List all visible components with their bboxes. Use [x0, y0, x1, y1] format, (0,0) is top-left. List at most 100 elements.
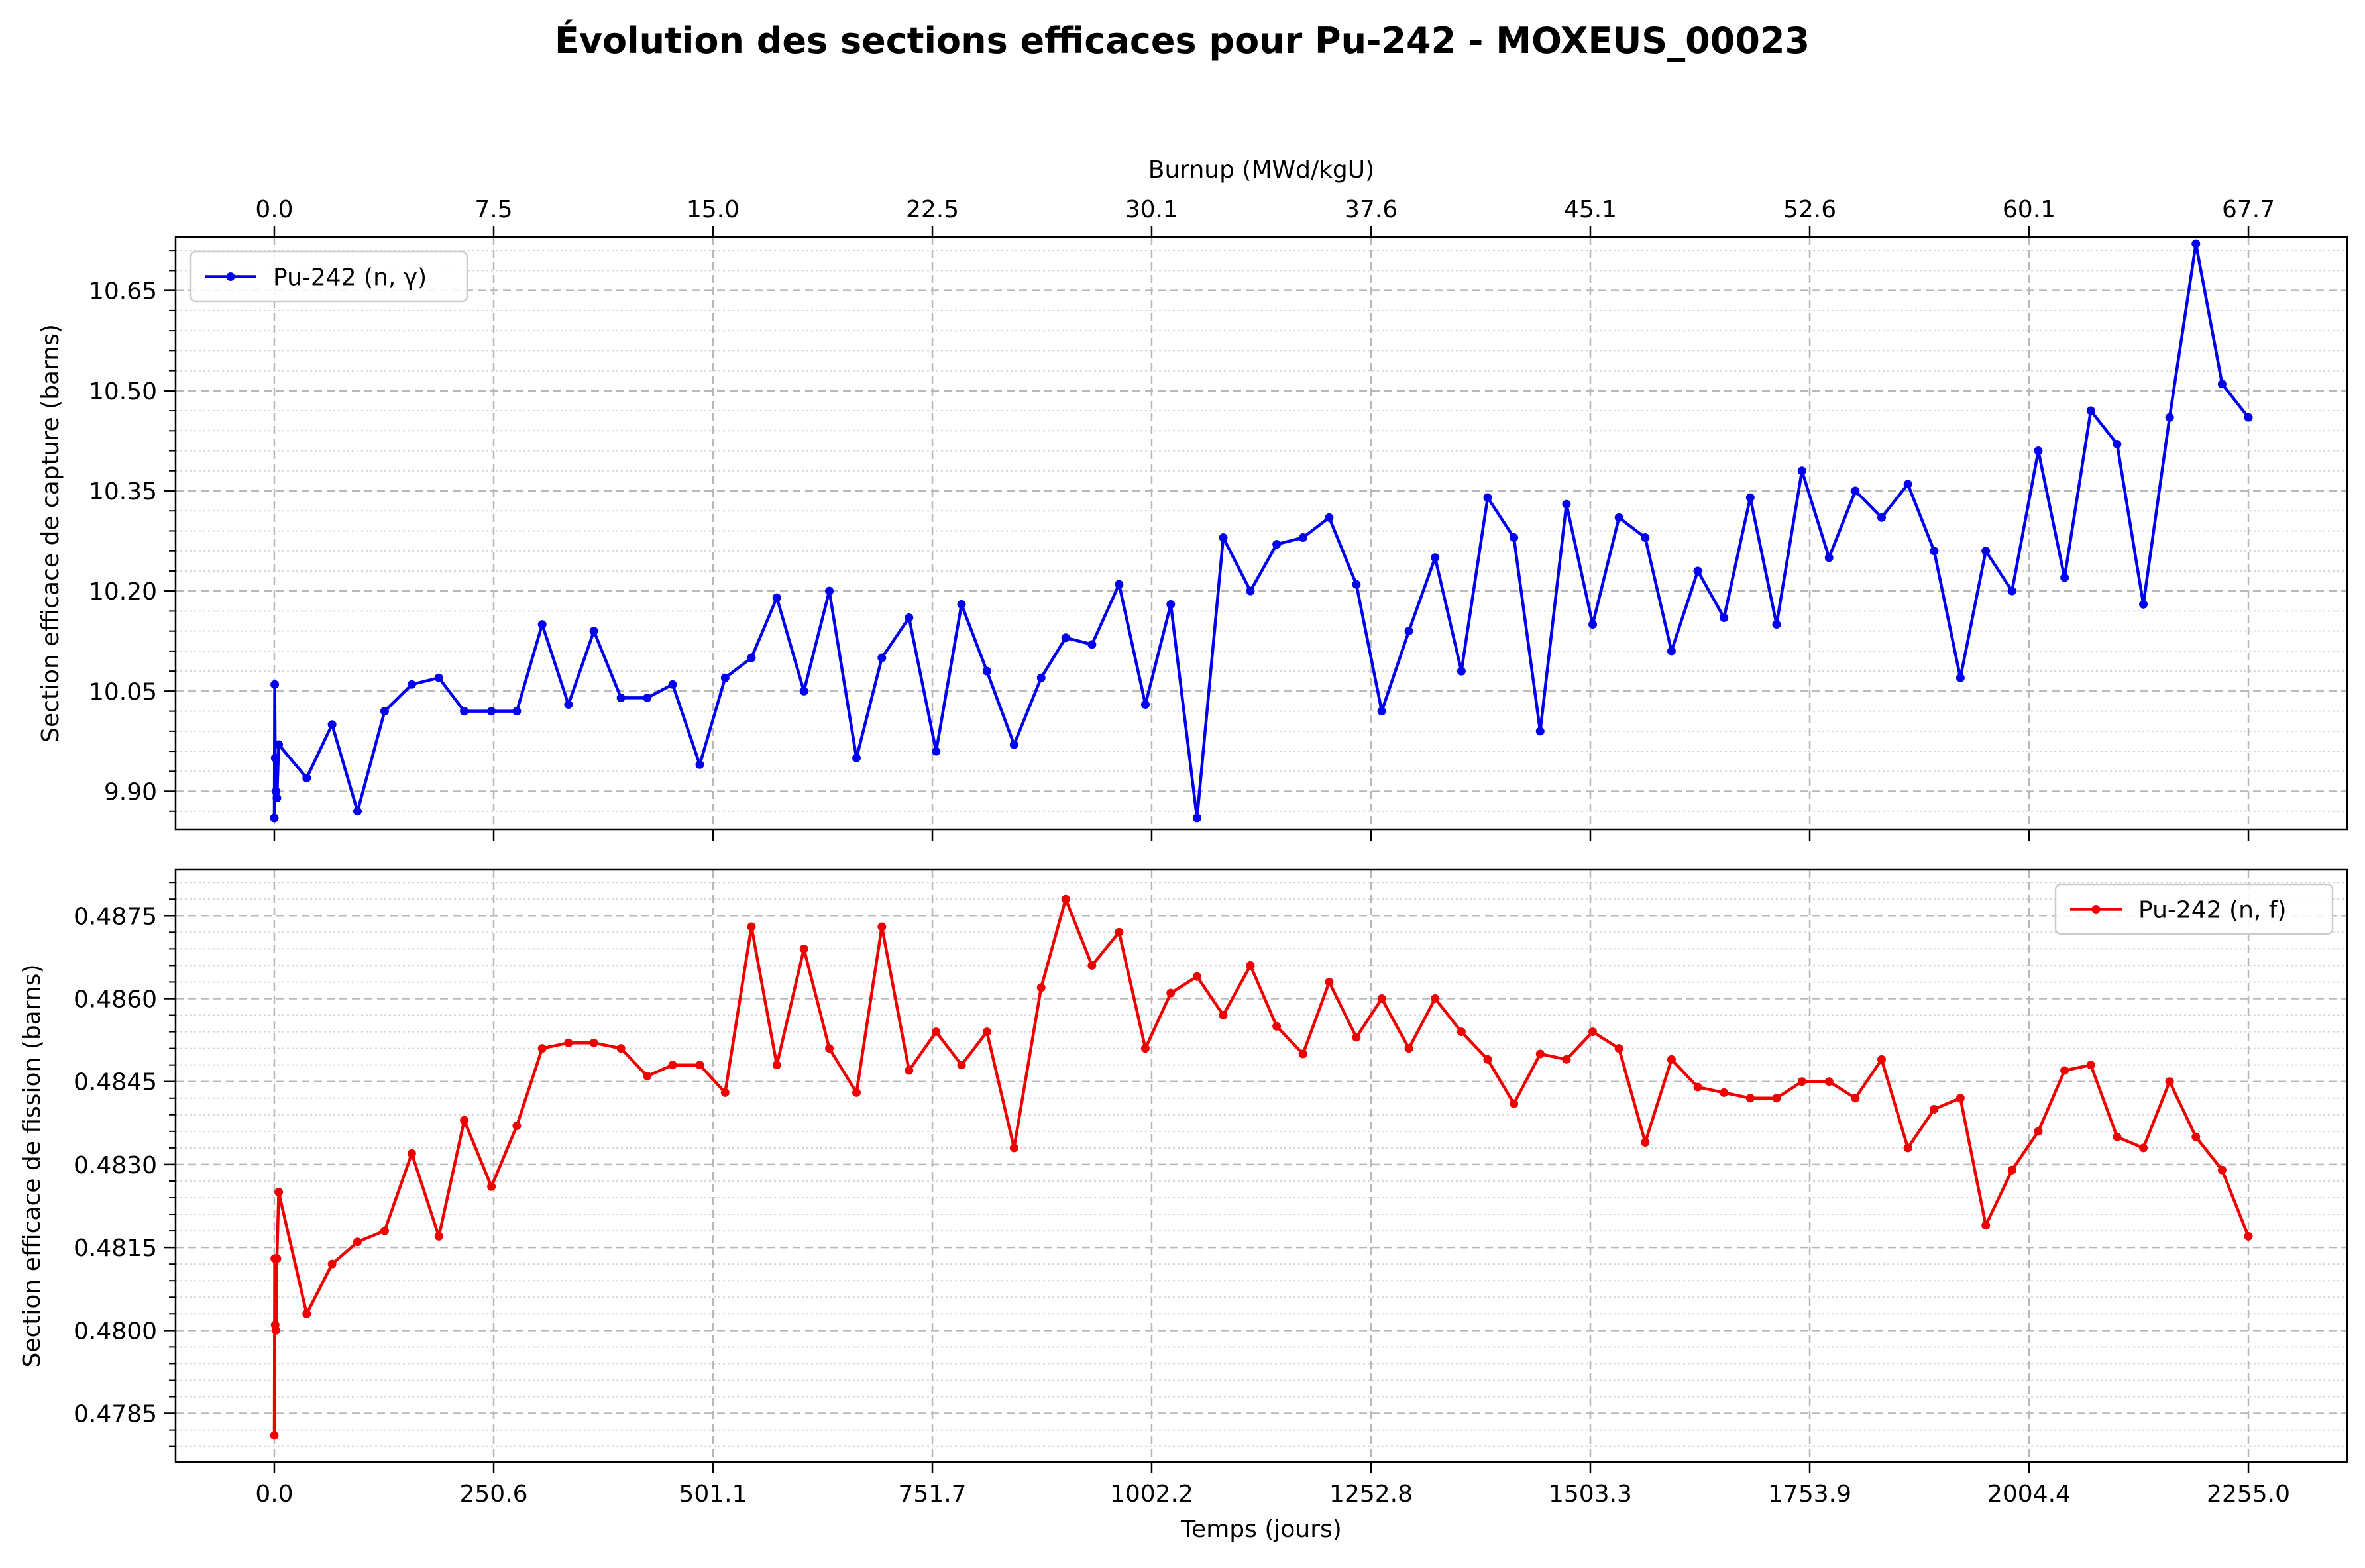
top-axis-tick-label: 37.6	[1345, 196, 1398, 223]
y-tick-label: 0.4785	[74, 1401, 157, 1428]
data-point	[1272, 540, 1282, 549]
data-point	[1720, 613, 1729, 622]
y-tick-label: 0.4800	[74, 1318, 157, 1345]
data-point	[1720, 1088, 1729, 1097]
legend: Pu-242 (n, f)	[2054, 883, 2334, 935]
data-point	[1693, 1082, 1702, 1092]
data-point	[772, 1061, 781, 1070]
top-axis-tick-label: 15.0	[687, 196, 740, 223]
data-point	[957, 1061, 966, 1070]
data-point	[380, 707, 389, 716]
data-point	[1772, 1094, 1781, 1103]
x-tick-label: 2255.0	[2207, 1481, 2290, 1508]
data-point	[2244, 413, 2253, 422]
axes-frame	[174, 868, 2348, 1463]
data-point	[1614, 513, 1623, 522]
data-point	[932, 1027, 941, 1037]
data-point	[1903, 1143, 1912, 1153]
data-point	[2244, 1231, 2253, 1241]
data-point	[272, 1326, 281, 1335]
data-point	[1087, 961, 1097, 970]
x-axis-label: Temps (jours)	[1180, 1516, 1342, 1543]
data-point	[1192, 972, 1201, 981]
y-tick-label: 0.4815	[74, 1235, 157, 1262]
data-point	[772, 593, 781, 602]
data-point	[537, 620, 547, 629]
data-point	[270, 753, 280, 762]
data-point	[274, 1188, 284, 1197]
data-point	[747, 922, 756, 931]
data-point	[1404, 1044, 1413, 1053]
data-point	[589, 627, 598, 636]
data-point	[353, 1237, 362, 1247]
data-point	[695, 760, 704, 769]
charts: 9.90 10.05 10.20 10.35 10.50 10.65 0.0 7.5 15.0 2…	[19, 156, 2348, 1543]
data-point	[1588, 620, 1598, 629]
y-tick-label: 10.05	[89, 678, 157, 706]
data-point	[1667, 1055, 1676, 1064]
data-point	[1772, 620, 1781, 629]
data-point	[720, 1088, 730, 1097]
legend-box	[2054, 883, 2334, 935]
data-point	[1140, 1044, 1150, 1053]
x-tick-label: 2004.4	[1987, 1481, 2071, 1508]
data-point	[1851, 486, 1860, 496]
data-point	[877, 922, 887, 931]
data-point	[270, 1431, 279, 1440]
y-tick-label: 9.90	[104, 779, 157, 806]
y-tick-label: 10.65	[89, 278, 157, 305]
data-point	[270, 680, 280, 689]
data-point	[2217, 1165, 2227, 1175]
data-point	[1140, 700, 1150, 709]
data-point	[1535, 1049, 1545, 1059]
data-point	[1325, 513, 1334, 522]
data-point	[668, 1061, 677, 1070]
data-point	[2086, 1061, 2095, 1070]
top-axis-tick-label: 7.5	[474, 196, 512, 223]
data-point	[327, 720, 337, 729]
data-point	[1903, 480, 1912, 489]
data-point	[1325, 977, 1334, 986]
data-point	[643, 1071, 652, 1080]
data-point	[1087, 640, 1097, 649]
data-point	[1824, 553, 1834, 562]
data-point	[1562, 499, 1571, 509]
data-point	[1667, 647, 1676, 656]
x-tick-label: 751.7	[898, 1481, 966, 1508]
data-point	[825, 1044, 834, 1053]
data-point	[1431, 553, 1440, 562]
data-point	[1219, 1011, 1228, 1020]
data-point	[852, 1088, 861, 1097]
legend-box	[189, 250, 468, 303]
data-point	[353, 807, 362, 816]
data-point	[589, 1038, 598, 1047]
data-point	[616, 1044, 626, 1053]
data-point	[537, 1044, 547, 1053]
data-point	[407, 680, 416, 689]
y-tick-label: 0.4860	[74, 986, 157, 1013]
data-point	[1510, 533, 1519, 543]
y-tick-label: 10.35	[89, 478, 157, 505]
data-point	[877, 653, 887, 662]
x-tick-label: 1002.2	[1110, 1481, 1193, 1508]
data-point	[1851, 1094, 1860, 1103]
data-point	[616, 693, 626, 702]
data-point	[799, 686, 808, 696]
data-point	[434, 1231, 443, 1241]
data-point	[1693, 566, 1702, 576]
data-point	[302, 773, 311, 782]
top-axis-tick-label: 52.6	[1783, 196, 1836, 223]
data-point	[460, 707, 469, 716]
x-tick-label: 501.1	[679, 1481, 747, 1508]
y-tick-label: 0.4830	[74, 1152, 157, 1179]
data-point	[2139, 600, 2148, 609]
data-point	[1535, 727, 1545, 736]
data-point	[487, 1182, 496, 1191]
data-point	[1377, 994, 1386, 1003]
data-point	[957, 600, 966, 609]
data-point	[1797, 466, 1806, 476]
data-point	[643, 693, 652, 702]
data-point	[512, 707, 522, 716]
top-axis-tick-label: 45.1	[1564, 196, 1617, 223]
data-point	[799, 944, 808, 953]
